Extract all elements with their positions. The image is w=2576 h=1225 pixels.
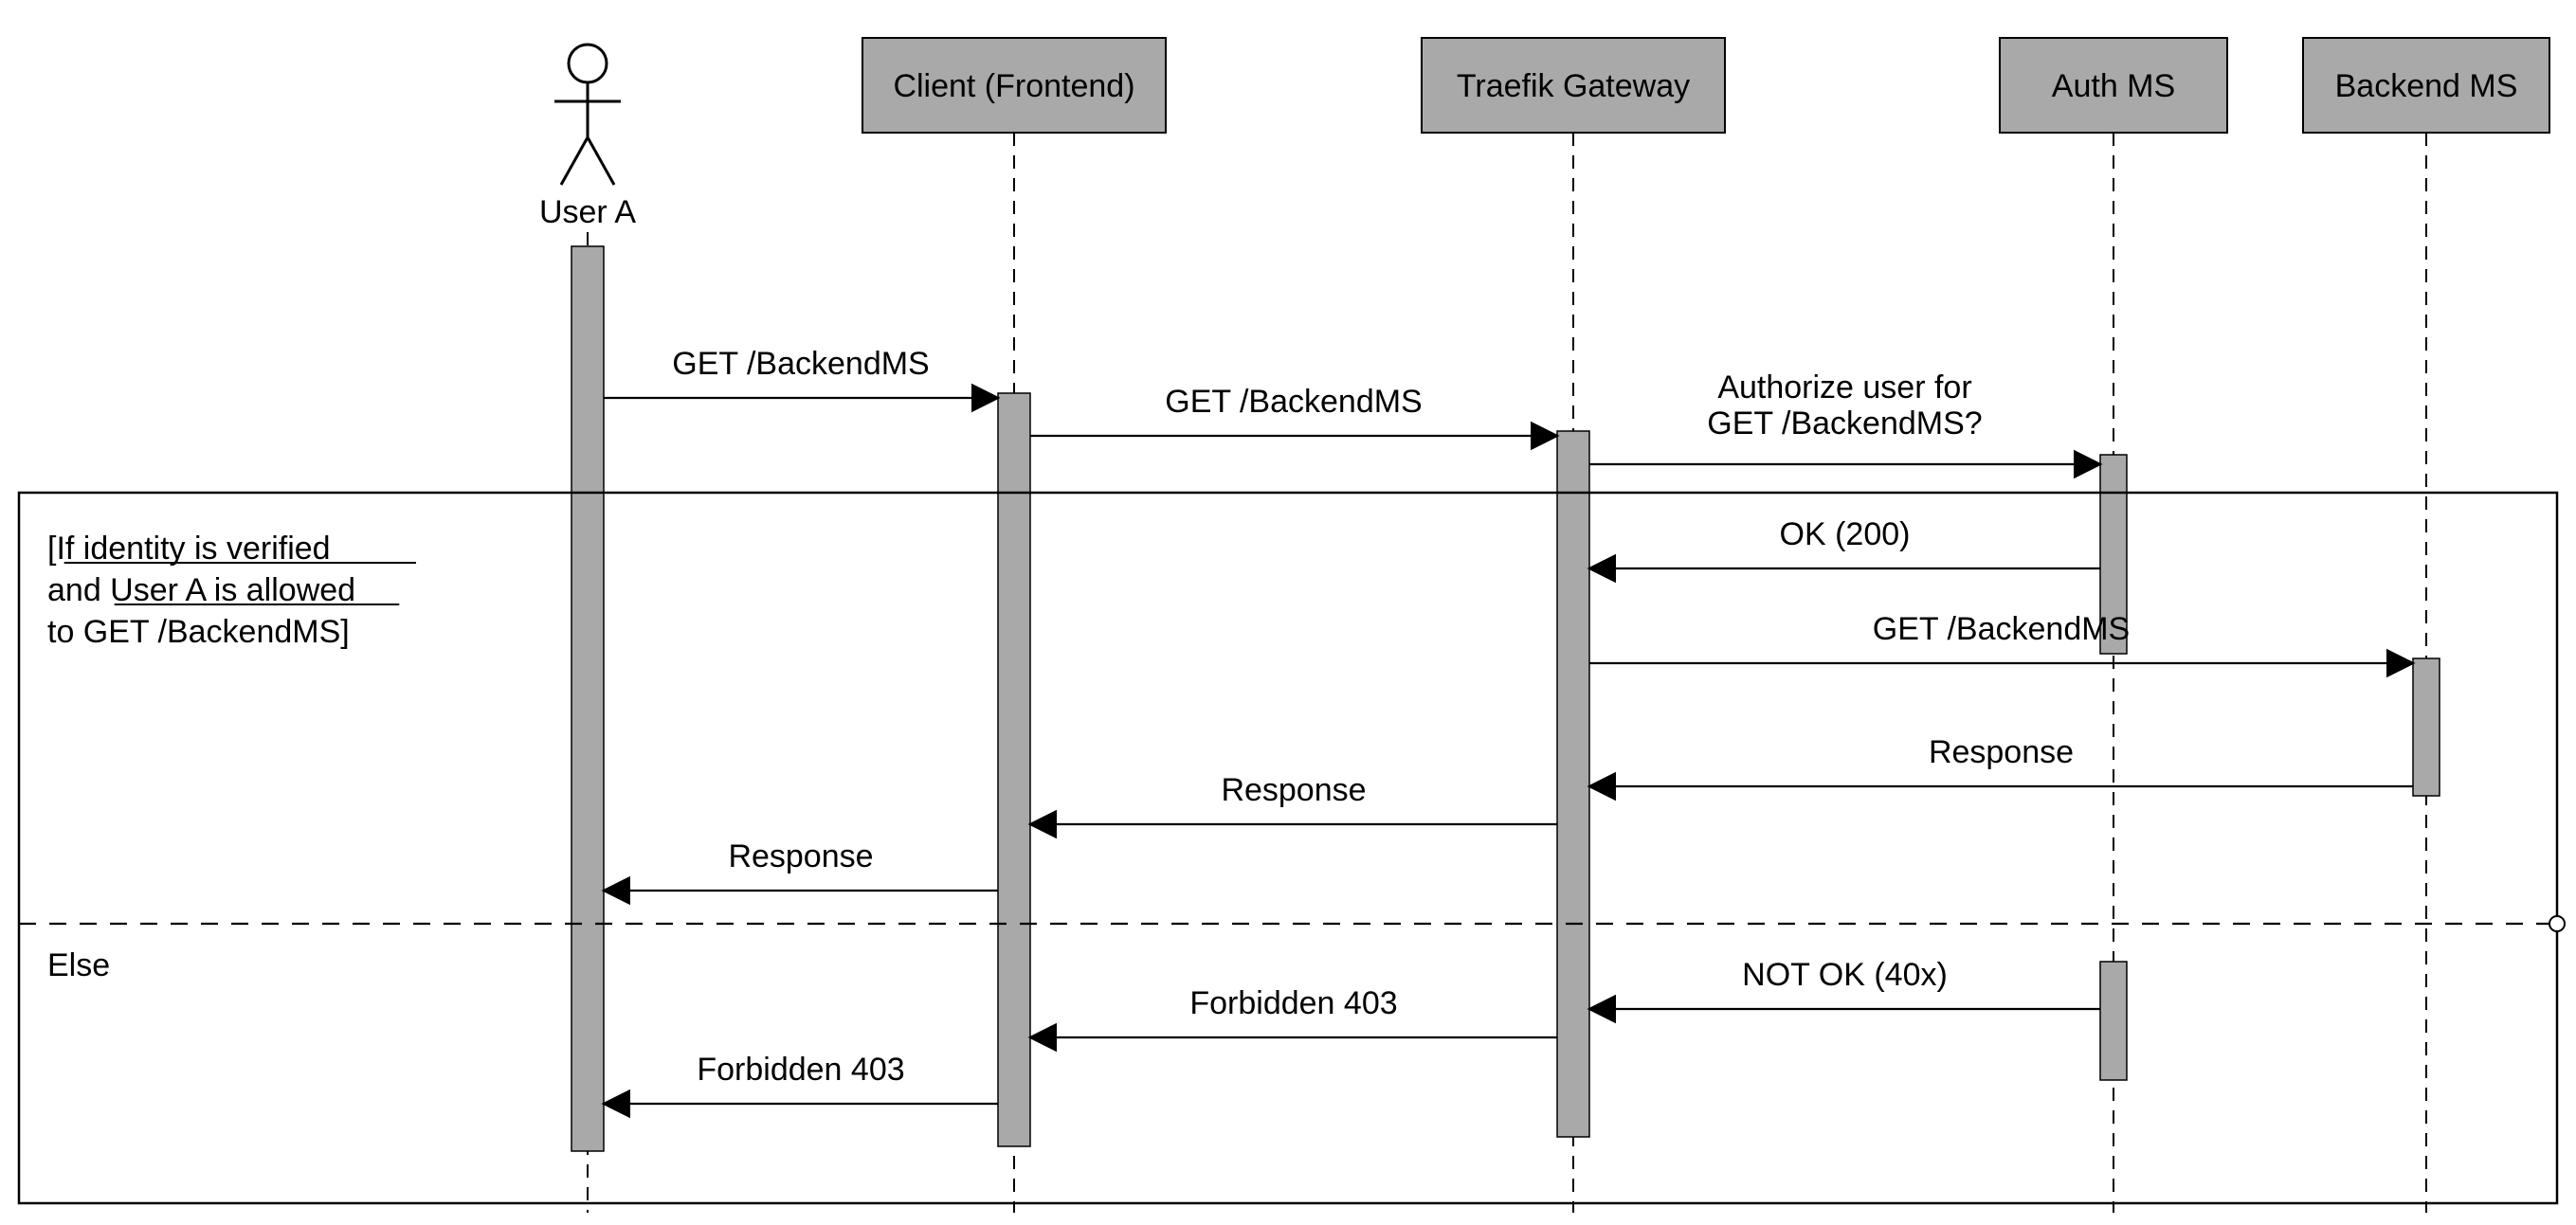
activation-bar xyxy=(998,393,1030,1146)
activation-bar xyxy=(2100,962,2127,1080)
divider-port xyxy=(2549,916,2565,931)
message-label: Forbidden 403 xyxy=(1189,985,1397,1021)
message-label: GET /BackendMS xyxy=(1165,384,1423,420)
activation-bar xyxy=(2413,658,2440,796)
actor-label: User A xyxy=(539,194,636,230)
activation-bar xyxy=(1557,431,1589,1137)
participant-label: Backend MS xyxy=(2335,68,2518,104)
guard-if: [If identity is verifiedand User A is al… xyxy=(47,531,355,650)
message-label: NOT OK (40x) xyxy=(1742,957,1948,993)
message-label: GET /BackendMS xyxy=(672,346,930,382)
message-label: GET /BackendMS xyxy=(1873,611,2131,647)
message-label: OK (200) xyxy=(1780,516,1911,552)
message-label: Authorize user forGET /BackendMS? xyxy=(1707,369,1982,441)
message-label: Forbidden 403 xyxy=(697,1052,904,1088)
participant-label: Client (Frontend) xyxy=(893,68,1134,104)
guard-else: Else xyxy=(47,947,110,983)
actor-user xyxy=(554,45,621,185)
message-label: Response xyxy=(728,838,873,874)
alt-fragment xyxy=(19,493,2557,1203)
participant-label: Auth MS xyxy=(2052,68,2175,104)
activation-bar xyxy=(571,246,604,1151)
participant-label: Traefik Gateway xyxy=(1457,68,1690,104)
message-label: Response xyxy=(1929,734,2074,770)
message-label: Response xyxy=(1221,772,1366,808)
